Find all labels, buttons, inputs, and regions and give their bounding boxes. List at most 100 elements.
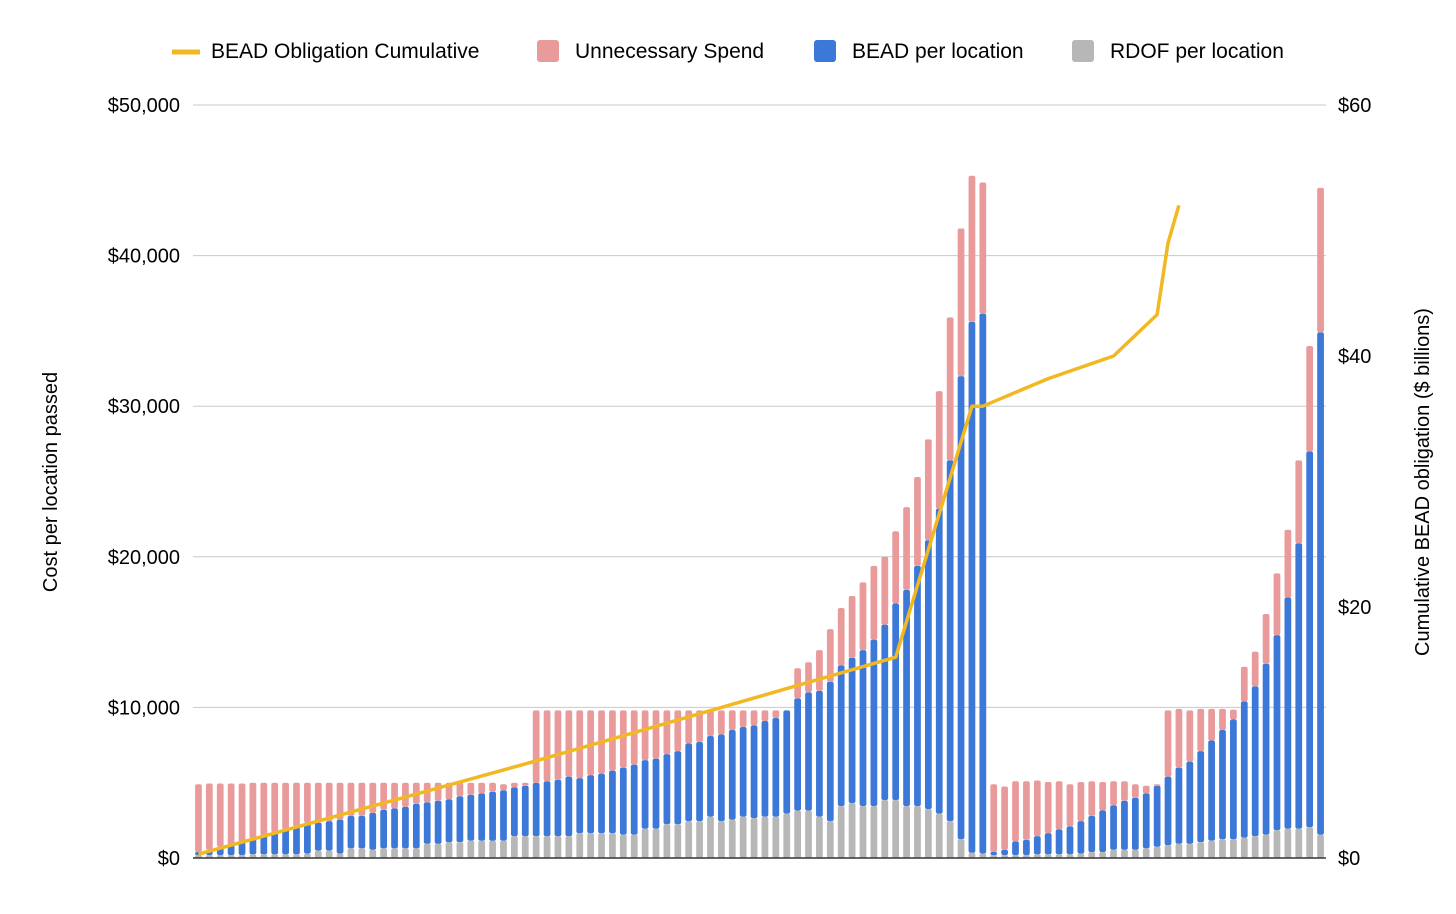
bar-bead: [314, 822, 322, 851]
bar-rdof: [587, 833, 595, 858]
bar-rdof: [521, 836, 529, 858]
bar-unnecessary: [325, 782, 333, 822]
bar-unnecessary: [347, 782, 355, 816]
bar-unnecessary: [282, 782, 289, 830]
bar-unnecessary: [1186, 710, 1194, 762]
bar-rdof: [1262, 834, 1270, 858]
bar-bead: [685, 743, 693, 822]
bar-rdof: [1055, 854, 1063, 858]
bar-bead: [1197, 751, 1205, 843]
bar-bead: [990, 851, 998, 855]
bar-rdof: [412, 848, 420, 858]
bar-bead: [1001, 849, 1008, 855]
bar-rdof: [674, 824, 682, 858]
bar-unnecessary: [1197, 708, 1205, 752]
bar-unnecessary: [260, 782, 268, 836]
bar-bead: [489, 791, 496, 841]
bar-unnecessary: [739, 710, 747, 727]
bar-bead: [1306, 451, 1314, 828]
bar-rdof: [445, 842, 453, 858]
bar-rdof: [794, 810, 801, 858]
bar-rdof: [1219, 839, 1226, 858]
bar-rdof: [1153, 846, 1161, 858]
bar-rdof: [347, 848, 355, 858]
bar-rdof: [478, 840, 486, 858]
bar-rdof: [609, 833, 616, 858]
bar-rdof: [511, 836, 518, 858]
legend: BEAD Obligation Cumulative Unnecessary S…: [172, 40, 1284, 63]
bar-bead: [859, 650, 867, 807]
bar-unnecessary: [1055, 781, 1063, 830]
y-tick-10000: $10,000: [108, 697, 180, 719]
bar-bead: [227, 845, 235, 855]
bar-bead: [1240, 701, 1248, 838]
bar-bead: [412, 803, 420, 849]
bar-unnecessary: [903, 507, 910, 590]
bar-unnecessary: [1251, 651, 1259, 687]
bar-bead: [456, 796, 464, 843]
bar-unnecessary: [293, 782, 300, 827]
bar-bead: [467, 794, 475, 841]
bar-unnecessary: [630, 710, 638, 765]
bar-rdof: [304, 853, 311, 858]
bar-bead: [380, 809, 388, 849]
bar-bead: [576, 778, 584, 834]
legend-label-bead-cumulative: BEAD Obligation Cumulative: [211, 40, 479, 63]
bar-unnecessary: [511, 782, 518, 788]
bar-bead: [587, 775, 595, 834]
bar-unnecessary: [456, 782, 464, 797]
bar-rdof: [598, 833, 605, 858]
bar-rdof: [293, 854, 300, 858]
bar-rdof: [1186, 843, 1194, 858]
bar-bead: [1131, 797, 1139, 850]
bar-rdof: [565, 836, 573, 858]
bar-unnecessary: [249, 782, 257, 839]
bar-rdof: [696, 821, 703, 858]
bar-bead: [478, 793, 486, 841]
bar-unnecessary: [674, 710, 682, 752]
bar-rdof: [870, 806, 878, 858]
bar-bead: [619, 767, 627, 835]
bar-rdof: [532, 836, 540, 858]
y-tick-30000: $30,000: [108, 396, 180, 418]
bar-unnecessary: [750, 710, 758, 726]
bar-bead: [521, 785, 529, 837]
bar-unnecessary: [1099, 781, 1107, 811]
gridlines: [193, 104, 1326, 708]
bar-bead: [816, 690, 823, 817]
bar-unnecessary: [837, 608, 845, 666]
bar-bead: [282, 829, 289, 855]
bar-rdof: [1251, 836, 1259, 858]
bar-bead: [979, 313, 987, 854]
left-axis-ticks: $0 $10,000 $20,000 $30,000 $40,000 $50,0…: [108, 95, 180, 870]
bar-unnecessary: [772, 710, 780, 718]
bar-bead: [434, 800, 442, 844]
bar-rdof: [1099, 851, 1107, 858]
bar-bead: [1219, 729, 1226, 840]
bar-unnecessary: [1077, 781, 1085, 822]
bar-bead: [946, 460, 954, 822]
bar-bead: [848, 657, 856, 804]
bar-bead: [249, 838, 257, 855]
bar-rdof: [761, 816, 769, 858]
bar-bead: [500, 790, 507, 841]
bar-rdof: [314, 850, 322, 858]
bar-bead: [892, 603, 900, 801]
bar-bead: [1317, 332, 1324, 835]
bar-bead: [903, 589, 910, 807]
bar-bead: [358, 815, 366, 849]
bar-unnecessary: [794, 668, 801, 699]
bar-bead: [445, 799, 453, 843]
bar-bead: [630, 764, 638, 835]
bar-rdof: [249, 854, 257, 858]
bar-rdof: [195, 854, 202, 858]
bar-rdof: [1012, 854, 1019, 858]
bar-unnecessary: [924, 439, 932, 541]
y-tick-0: $0: [158, 848, 180, 870]
bar-unnecessary: [1153, 784, 1161, 786]
bar-unnecessary: [271, 782, 279, 833]
bar-rdof: [1044, 854, 1052, 858]
bar-unnecessary: [1012, 781, 1019, 842]
bar-rdof: [641, 828, 649, 858]
bar-rdof: [805, 810, 812, 858]
